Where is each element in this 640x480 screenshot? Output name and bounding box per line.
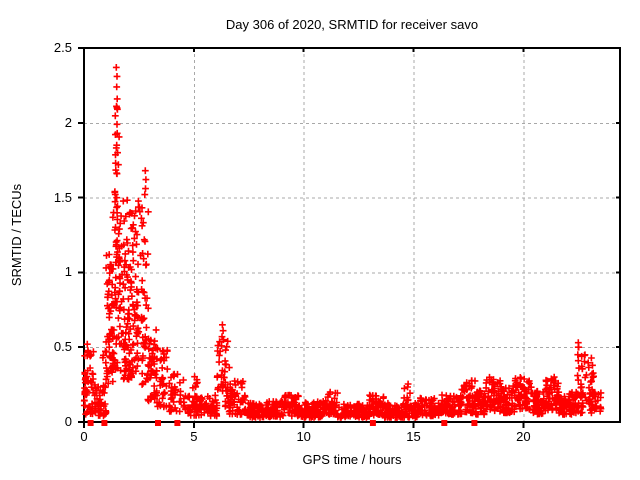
y-tick-label: 2.5 bbox=[53, 40, 72, 55]
data-points bbox=[80, 64, 605, 421]
x-tick-label: 5 bbox=[190, 429, 198, 444]
y-tick-label: 1 bbox=[64, 264, 72, 280]
chart-title: Day 306 of 2020, SRMTID for receiver sav… bbox=[225, 17, 479, 32]
y-tick-label: 2 bbox=[64, 114, 72, 130]
x-axis-label: GPS time / hours bbox=[302, 452, 402, 467]
y-tick-label: 0 bbox=[64, 414, 72, 429]
axis-ticks bbox=[78, 47, 620, 428]
x-tick-label: 15 bbox=[406, 429, 421, 444]
grid-lines bbox=[84, 48, 620, 422]
x-tick-label: 0 bbox=[80, 429, 88, 444]
x-tick-label: 10 bbox=[296, 429, 311, 444]
plot-border bbox=[83, 47, 621, 423]
flagged-points bbox=[87, 420, 478, 426]
y-tick-label: 0.5 bbox=[53, 339, 72, 355]
y-tick-label: 1.5 bbox=[53, 189, 72, 205]
x-tick-label: 20 bbox=[516, 429, 531, 444]
